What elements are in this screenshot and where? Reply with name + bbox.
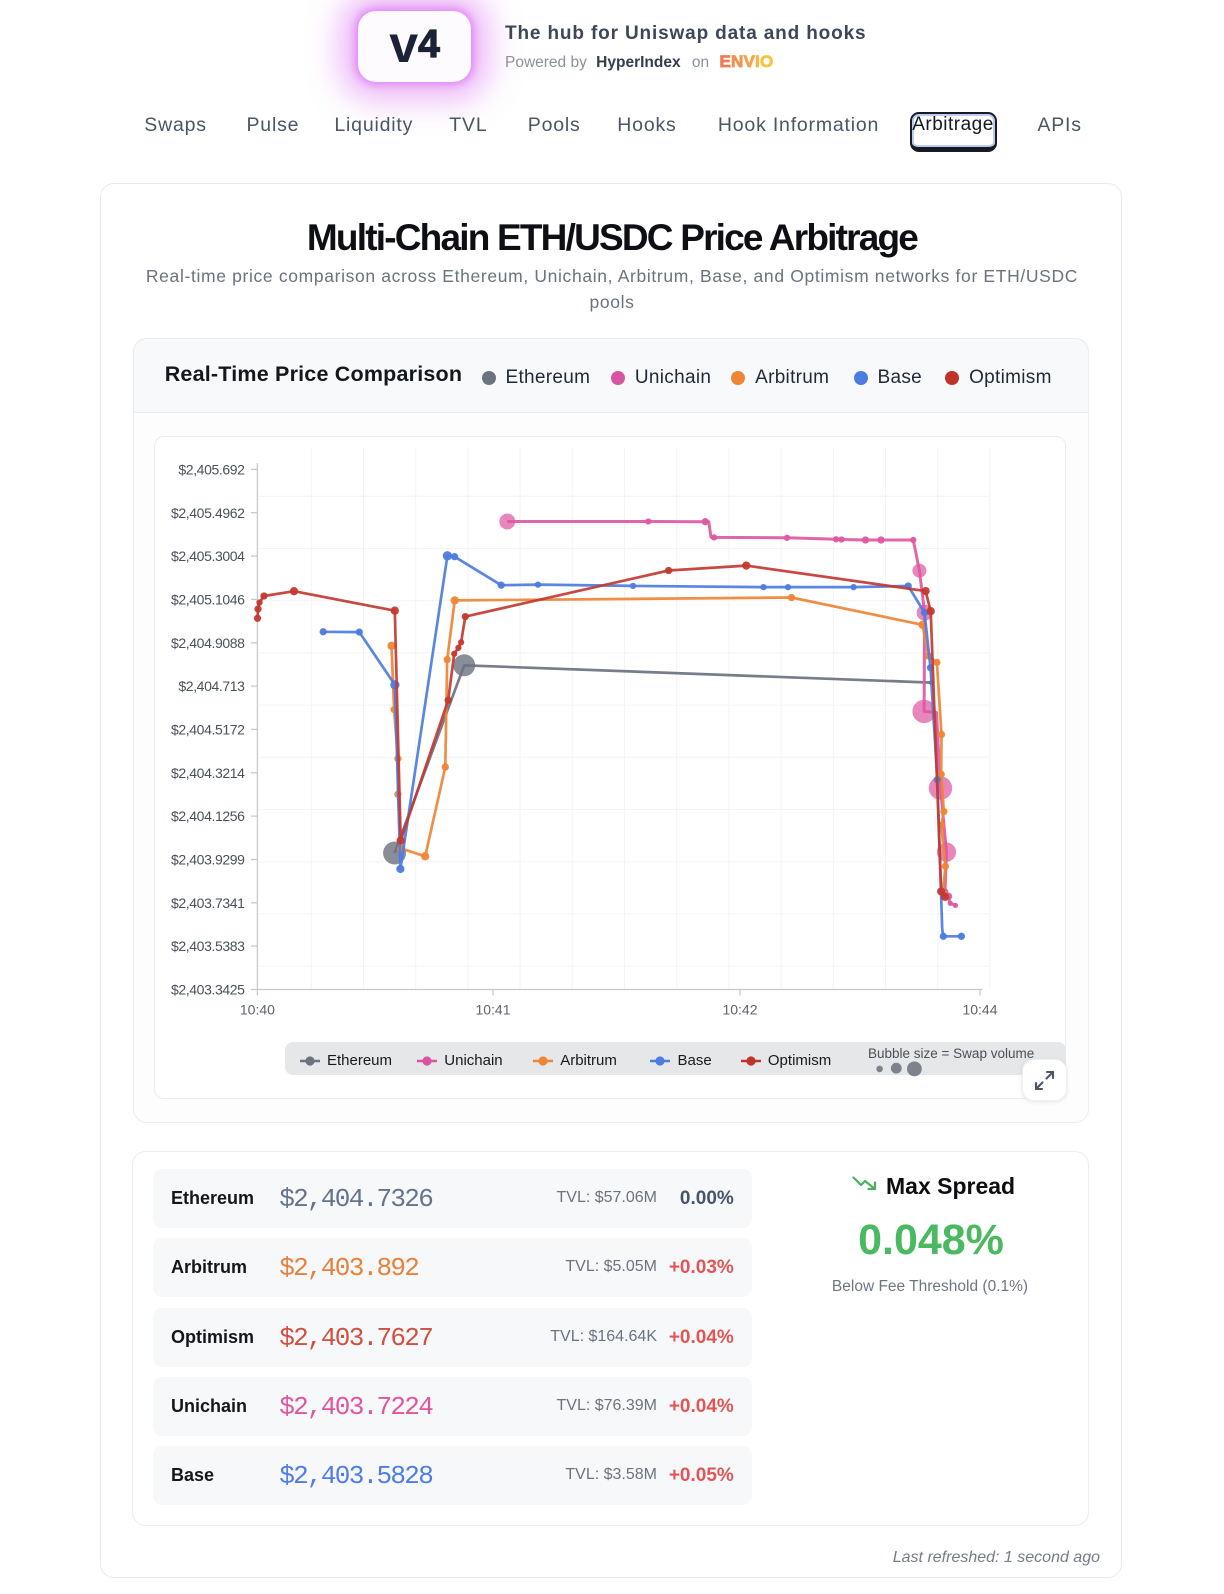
- svg-text:10:44: 10:44: [962, 1002, 997, 1018]
- svg-text:$2,403.5383: $2,403.5383: [171, 938, 245, 954]
- svg-text:$2,405.692: $2,405.692: [178, 462, 245, 478]
- svg-text:$2,405.1046: $2,405.1046: [171, 592, 245, 608]
- svg-text:10:42: 10:42: [722, 1002, 757, 1018]
- svg-text:$2,404.5172: $2,404.5172: [171, 722, 245, 738]
- svg-text:$2,405.4962: $2,405.4962: [171, 505, 245, 521]
- svg-text:$2,404.713: $2,404.713: [178, 678, 245, 694]
- svg-text:$2,405.3004: $2,405.3004: [171, 548, 245, 564]
- svg-text:$2,403.3425: $2,403.3425: [171, 982, 245, 998]
- svg-text:$2,403.9299: $2,403.9299: [171, 852, 245, 868]
- svg-text:10:41: 10:41: [475, 1002, 510, 1018]
- svg-text:$2,404.1256: $2,404.1256: [171, 808, 245, 824]
- svg-text:$2,404.3214: $2,404.3214: [171, 765, 245, 781]
- svg-text:10:40: 10:40: [240, 1002, 275, 1018]
- svg-text:$2,404.9088: $2,404.9088: [171, 635, 245, 651]
- svg-text:$2,403.7341: $2,403.7341: [171, 895, 245, 911]
